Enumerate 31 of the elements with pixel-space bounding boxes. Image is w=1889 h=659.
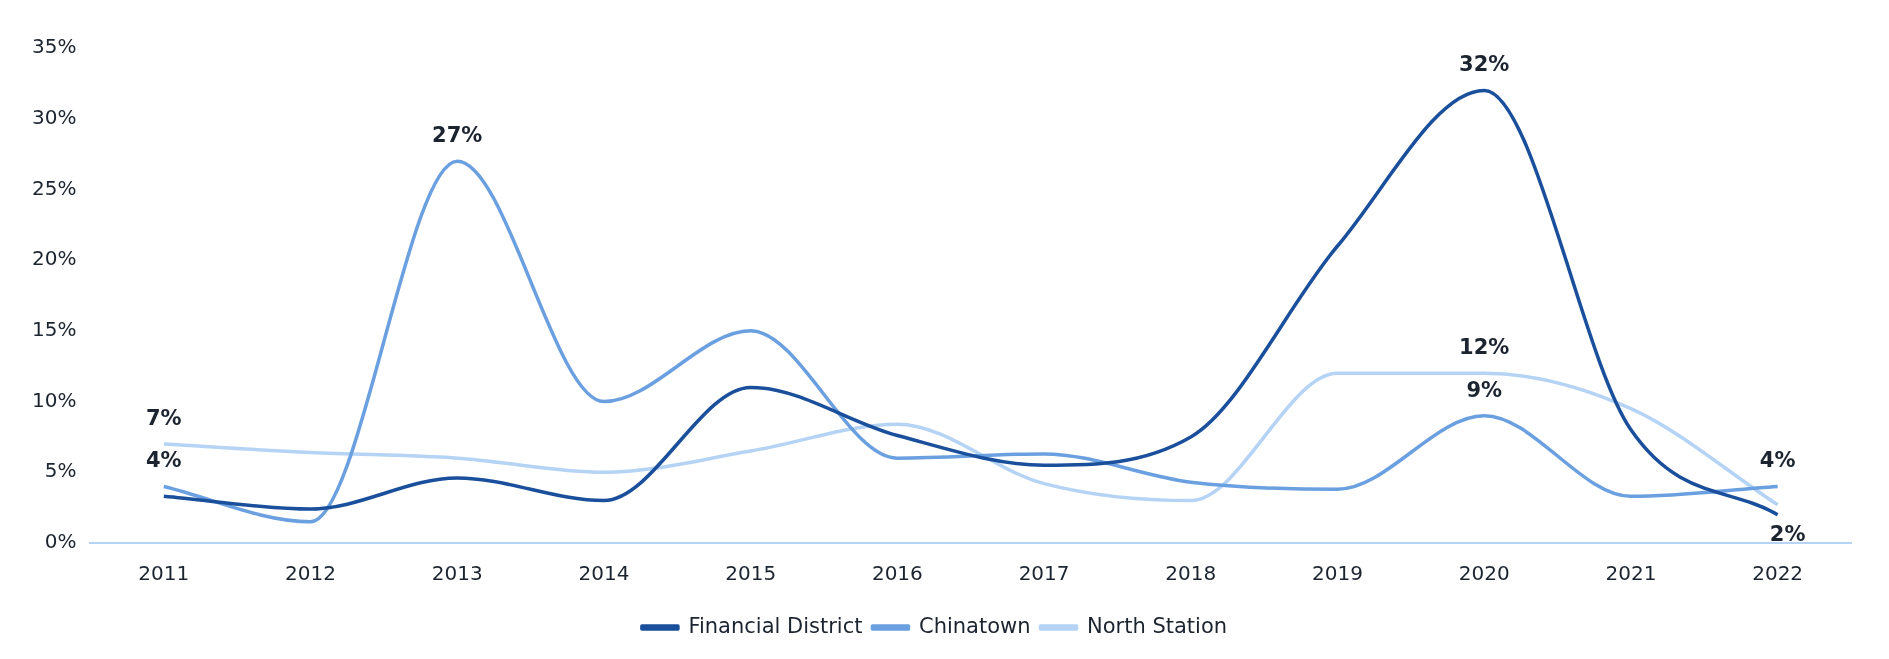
x-tick-label: 2019 <box>1312 561 1363 586</box>
data-label: 32% <box>1459 52 1510 77</box>
x-tick-label: 2013 <box>431 561 483 586</box>
x-tick-label: 2015 <box>725 561 777 586</box>
data-label: 12% <box>1459 335 1510 360</box>
data-label: 9% <box>1466 377 1503 402</box>
x-tick-label: 2022 <box>1752 561 1804 586</box>
data-label: 27% <box>432 123 483 148</box>
x-tick-label: 2014 <box>578 561 630 586</box>
x-tick-label: 2018 <box>1165 561 1217 586</box>
data-label: 4% <box>1759 448 1796 473</box>
x-tick-label: 2016 <box>871 561 923 586</box>
x-tick-label: 2012 <box>285 561 336 586</box>
y-tick-label: 0% <box>44 529 77 554</box>
legend-label: North Station <box>1087 613 1228 638</box>
y-tick-label: 15% <box>32 317 77 342</box>
legend-label: Chinatown <box>918 613 1031 638</box>
data-label: 2% <box>1769 521 1806 546</box>
x-tick-label: 2011 <box>138 561 190 586</box>
y-tick-label: 30% <box>32 104 77 129</box>
y-tick-label: 5% <box>44 458 77 483</box>
y-tick-label: 35% <box>32 34 77 59</box>
y-tick-label: 20% <box>32 246 77 271</box>
data-label: 7% <box>145 405 182 430</box>
x-tick-label: 2017 <box>1018 561 1070 586</box>
y-tick-label: 10% <box>32 387 77 412</box>
y-tick-label: 25% <box>32 175 77 200</box>
x-tick-label: 2020 <box>1458 561 1510 586</box>
legend-label: Financial District <box>688 613 863 638</box>
data-label: 4% <box>145 448 182 473</box>
x-tick-label: 2021 <box>1605 561 1657 586</box>
